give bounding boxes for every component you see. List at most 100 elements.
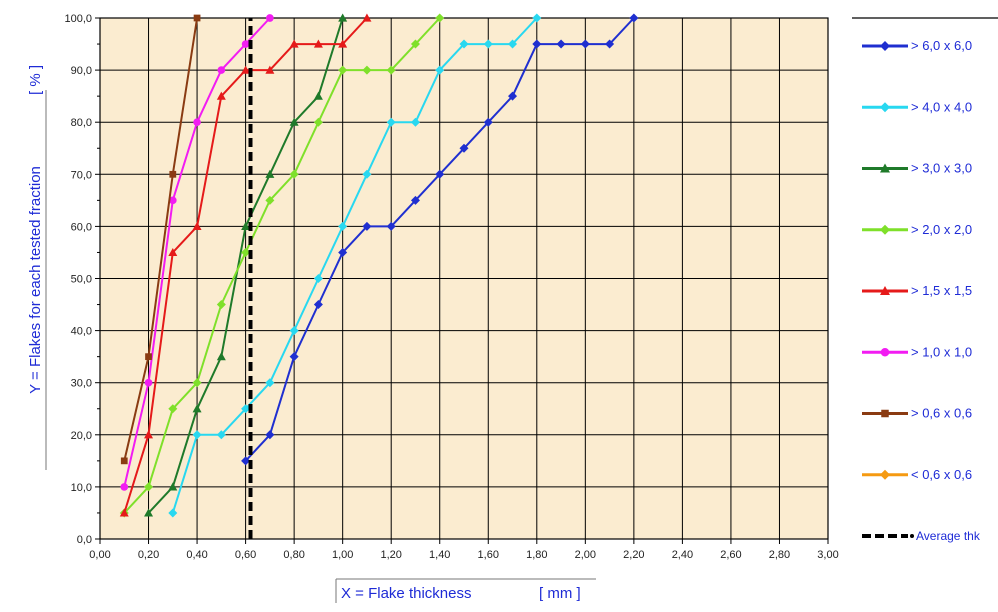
plot-border bbox=[99, 17, 829, 540]
series-line bbox=[123, 17, 199, 462]
data-point bbox=[386, 221, 396, 231]
y-tick-label: 70,0 bbox=[71, 169, 92, 181]
legend-label: > 2,0 x 2,0 bbox=[911, 222, 972, 237]
y-axis-title: Y = Flakes for each tested fraction bbox=[27, 166, 44, 394]
legend-label: > 1,5 x 1,5 bbox=[911, 283, 972, 298]
data-point bbox=[266, 14, 274, 22]
data-point bbox=[629, 13, 639, 23]
data-point bbox=[435, 65, 445, 75]
data-point bbox=[338, 39, 348, 48]
data-point bbox=[338, 247, 348, 257]
series-0 bbox=[241, 13, 639, 466]
data-point bbox=[459, 39, 469, 49]
data-point bbox=[120, 457, 128, 465]
data-point bbox=[193, 14, 201, 22]
y-tick-label: 50,0 bbox=[71, 274, 92, 286]
legend-label: > 0,6 x 0,6 bbox=[911, 406, 972, 421]
data-point bbox=[483, 39, 493, 49]
data-point bbox=[216, 430, 226, 440]
data-point bbox=[216, 91, 226, 100]
data-point bbox=[556, 39, 566, 49]
data-point bbox=[289, 326, 299, 336]
data-point bbox=[216, 352, 226, 361]
legend-label: > 3,0 x 3,0 bbox=[911, 161, 972, 176]
x-tick-label: 0,80 bbox=[283, 549, 304, 561]
data-point bbox=[265, 195, 275, 205]
x-tick-label: 0,40 bbox=[186, 549, 207, 561]
data-point bbox=[192, 430, 202, 440]
data-point bbox=[313, 39, 323, 48]
y-tick-label: 30,0 bbox=[71, 378, 92, 390]
data-point bbox=[313, 274, 323, 283]
legend-swatch-marker bbox=[881, 409, 889, 418]
legend-label: > 4,0 x 4,0 bbox=[911, 99, 972, 114]
legend-swatch-marker bbox=[880, 286, 890, 295]
data-point bbox=[289, 352, 299, 362]
data-point bbox=[168, 404, 178, 414]
series-group bbox=[119, 13, 639, 539]
y-tick-label: 80,0 bbox=[71, 117, 92, 129]
data-point bbox=[265, 430, 275, 440]
data-point bbox=[289, 169, 299, 179]
y-tick-label: 100,0 bbox=[64, 13, 92, 25]
legend-item: > 2,0 x 2,0 bbox=[862, 222, 972, 237]
data-point bbox=[168, 196, 177, 205]
x-tick-label: 3,00 bbox=[817, 549, 838, 561]
legend-label: Average thk bbox=[916, 529, 981, 543]
data-point bbox=[410, 195, 420, 205]
data-point bbox=[241, 221, 251, 230]
data-point bbox=[265, 169, 275, 178]
legend-swatch-marker bbox=[880, 348, 890, 357]
data-point bbox=[168, 482, 178, 491]
y-tick-label: 90,0 bbox=[71, 65, 92, 77]
data-point bbox=[532, 13, 542, 23]
data-point bbox=[168, 247, 178, 257]
series-4 bbox=[119, 13, 372, 517]
data-point bbox=[410, 39, 420, 49]
legend-item: Average thk bbox=[862, 529, 981, 543]
legend-swatch-marker bbox=[880, 163, 890, 173]
data-point bbox=[192, 378, 202, 388]
data-point bbox=[265, 65, 275, 74]
legend-label: > 6,0 x 6,0 bbox=[911, 38, 972, 53]
data-point bbox=[192, 404, 202, 413]
data-point bbox=[289, 117, 299, 126]
data-point bbox=[241, 40, 250, 48]
axes: 0,00 0,20 0,40 0,60 0,80 1,00 1,20 1,40 1,60 1,80… bbox=[64, 13, 838, 561]
data-point bbox=[580, 39, 590, 49]
legend: > 6,0 x 6,0 > 4,0 x 4,0 > 3,0 x 3,0 > 2,0 x… bbox=[862, 38, 981, 543]
y-tick-label: 60,0 bbox=[71, 221, 92, 233]
data-point bbox=[120, 483, 129, 491]
series-6 bbox=[120, 14, 201, 465]
legend-label: > 1,0 x 1,0 bbox=[911, 344, 972, 359]
data-point bbox=[313, 117, 323, 127]
data-point bbox=[241, 65, 251, 74]
data-point bbox=[459, 143, 469, 153]
data-point bbox=[192, 221, 202, 230]
data-point bbox=[362, 65, 372, 75]
grid bbox=[99, 17, 829, 540]
data-point bbox=[386, 65, 396, 75]
data-point bbox=[338, 65, 348, 75]
y-tick-label: 10,0 bbox=[71, 482, 92, 494]
data-point bbox=[217, 66, 226, 74]
legend-swatch-marker bbox=[880, 469, 890, 480]
data-point bbox=[338, 13, 348, 22]
data-point bbox=[241, 404, 251, 414]
x-tick-label: 2,20 bbox=[623, 549, 644, 561]
series-line bbox=[171, 17, 538, 514]
legend-item: > 6,0 x 6,0 bbox=[862, 38, 972, 53]
data-point bbox=[435, 13, 445, 23]
y-axis-title-group: Y = Flakes for each tested fraction [ % … bbox=[27, 65, 47, 470]
data-point bbox=[532, 39, 542, 49]
x-axis-title: X = Flake thickness bbox=[341, 585, 471, 602]
x-tick-label: 0,20 bbox=[138, 549, 159, 561]
x-axis-title-group: X = Flake thickness [ mm ] bbox=[335, 578, 596, 603]
y-tick-label: 20,0 bbox=[71, 430, 92, 442]
x-tick-label: 1,60 bbox=[478, 549, 499, 561]
x-tick-label: 2,60 bbox=[720, 549, 741, 561]
data-point bbox=[362, 169, 372, 179]
data-point bbox=[144, 482, 154, 492]
